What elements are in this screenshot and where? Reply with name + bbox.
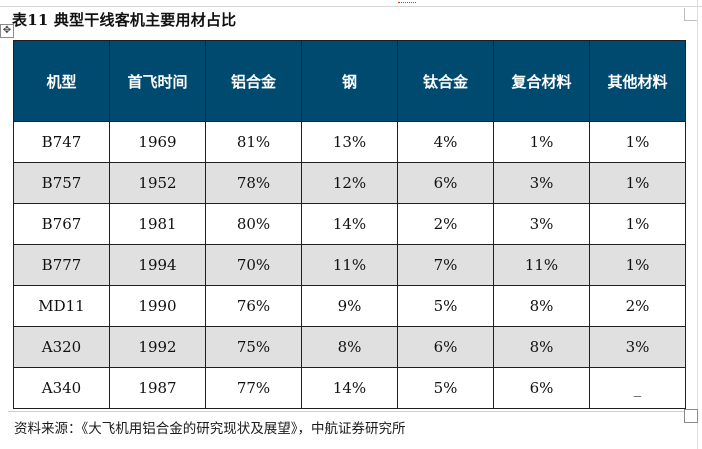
table-cell: 1992 — [109, 326, 206, 368]
table-caption: 表11 典型干线客机主要用材占比 — [12, 11, 237, 29]
table-cell: _ — [589, 367, 686, 409]
table-cell: 8% — [493, 326, 590, 368]
table-cell: 1994 — [109, 244, 206, 286]
table-row: B757 1952 78% 12% 6% 3% 1% — [13, 162, 686, 204]
table-cell: 8% — [493, 285, 590, 327]
table-cell: 3% — [589, 326, 686, 368]
header-cell-titanium: 钛合金 — [397, 40, 494, 122]
table-cell: 14% — [301, 203, 398, 245]
table-cell: B747 — [13, 121, 110, 163]
table-cell: 14% — [301, 367, 398, 409]
header-cell-other: 其他材料 — [589, 40, 686, 122]
table-cell: 6% — [397, 162, 494, 204]
table-cell: A320 — [13, 326, 110, 368]
table-cell: B777 — [13, 244, 110, 286]
table-row: B767 1981 80% 14% 2% 3% 1% — [13, 203, 686, 245]
table-cell: 1% — [589, 203, 686, 245]
table-cell: 1990 — [109, 285, 206, 327]
table-cell: 7% — [397, 244, 494, 286]
table-cell: 77% — [205, 367, 302, 409]
spellcheck-mark — [398, 0, 416, 3]
table-cell: 70% — [205, 244, 302, 286]
table-row: A340 1987 77% 14% 5% 6% _ — [13, 367, 686, 409]
table-cell: 80% — [205, 203, 302, 245]
table-header-row: 机型 首飞时间 铝合金 钢 钛合金 复合材料 其他材料 — [13, 40, 686, 122]
table-cell: B767 — [13, 203, 110, 245]
table-cell: 8% — [301, 326, 398, 368]
table-row: B747 1969 81% 13% 4% 1% 1% — [13, 121, 686, 163]
table-cell: 11% — [301, 244, 398, 286]
table-cell: 11% — [493, 244, 590, 286]
table-cell: 6% — [397, 326, 494, 368]
table-cell: 6% — [493, 367, 590, 409]
table-cell: 75% — [205, 326, 302, 368]
table-cell: 1981 — [109, 203, 206, 245]
table-cell: A340 — [13, 367, 110, 409]
table-cell: 81% — [205, 121, 302, 163]
table-cell: 1% — [589, 162, 686, 204]
table-cell: 9% — [301, 285, 398, 327]
table-cell: 12% — [301, 162, 398, 204]
crop-mark — [684, 8, 697, 21]
table-cell: 78% — [205, 162, 302, 204]
table-cell: 1987 — [109, 367, 206, 409]
page-top-edge — [0, 0, 702, 7]
table-move-handle-icon[interactable]: ✥ — [0, 24, 14, 38]
page-right-edge — [697, 0, 698, 449]
table-row: MD11 1990 76% 9% 5% 8% 2% — [13, 285, 686, 327]
table-cell: 76% — [205, 285, 302, 327]
table-cell: MD11 — [13, 285, 110, 327]
source-divider — [8, 411, 688, 412]
table-cell: 1952 — [109, 162, 206, 204]
table-cell: 1969 — [109, 121, 206, 163]
table-cell: 5% — [397, 285, 494, 327]
table-cell: B757 — [13, 162, 110, 204]
table-cell: 1% — [589, 244, 686, 286]
table-row: A320 1992 75% 8% 6% 8% 3% — [13, 326, 686, 368]
header-cell-first-flight: 首飞时间 — [109, 40, 206, 122]
table-cell: 1% — [493, 121, 590, 163]
table-cell: 2% — [589, 285, 686, 327]
table-cell: 13% — [301, 121, 398, 163]
header-cell-model: 机型 — [13, 40, 110, 122]
table-resize-handle[interactable] — [684, 409, 698, 423]
header-cell-steel: 钢 — [301, 40, 398, 122]
table-row: B777 1994 70% 11% 7% 11% 1% — [13, 244, 686, 286]
materials-table-container: 机型 首飞时间 铝合金 钢 钛合金 复合材料 其他材料 B747 1969 81… — [13, 40, 686, 409]
header-cell-aluminum: 铝合金 — [205, 40, 302, 122]
header-cell-composite: 复合材料 — [493, 40, 590, 122]
table-cell: 4% — [397, 121, 494, 163]
table-cell: 5% — [397, 367, 494, 409]
table-cell: 1% — [589, 121, 686, 163]
table-cell: 3% — [493, 203, 590, 245]
source-note: 资料来源：《大飞机用铝合金的研究现状及展望》，中航证券研究所 — [14, 421, 406, 437]
table-cell: 3% — [493, 162, 590, 204]
table-cell: 2% — [397, 203, 494, 245]
materials-table: 机型 首飞时间 铝合金 钢 钛合金 复合材料 其他材料 B747 1969 81… — [13, 40, 686, 409]
